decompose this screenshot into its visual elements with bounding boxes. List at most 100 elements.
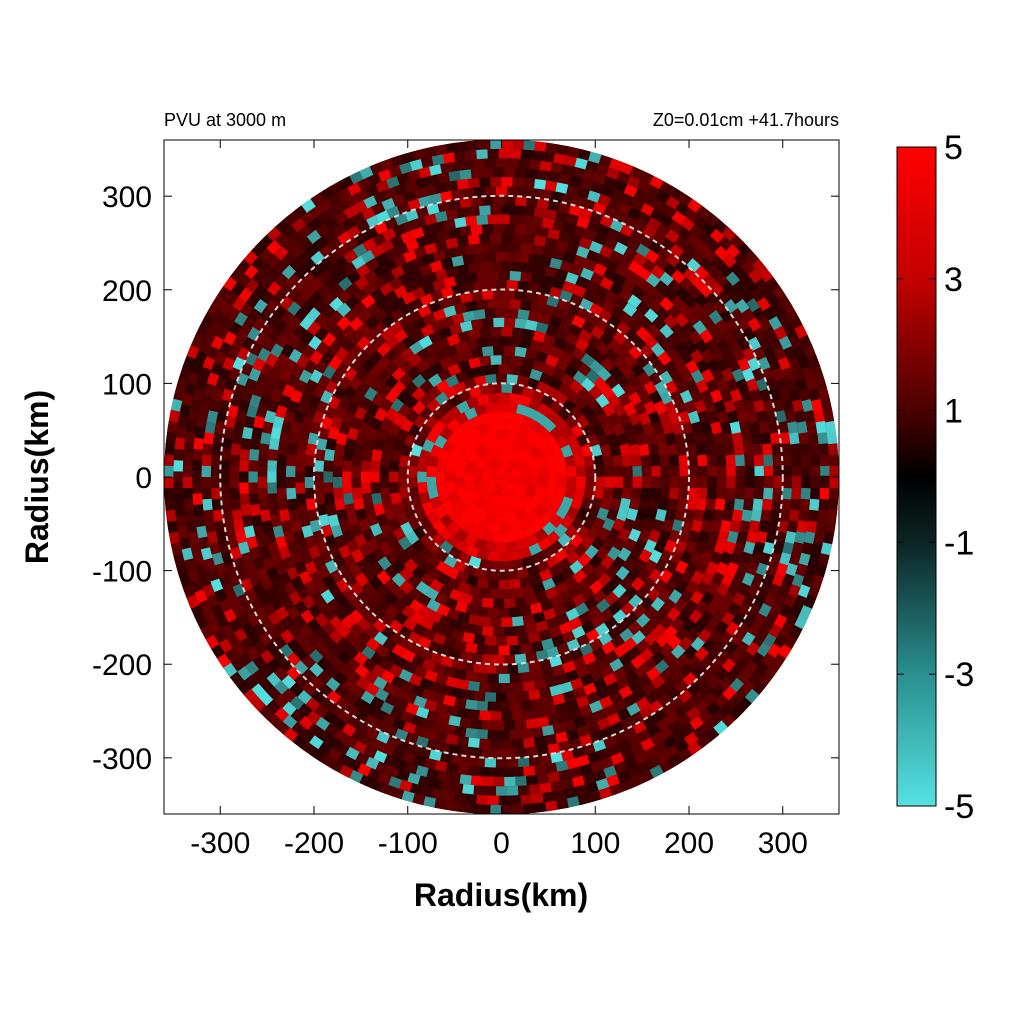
field-cell [344,438,357,452]
field-cell [554,454,567,468]
field-cell [448,715,462,727]
field-cell [309,570,324,586]
field-cell [562,341,577,356]
field-cell [501,485,511,496]
field-cell [407,309,422,324]
field-cell [540,546,556,560]
field-cell [651,465,661,477]
field-cell [731,367,745,382]
field-cell [346,427,359,441]
field-cell [473,691,487,702]
field-cell [747,602,762,618]
field-cell [462,755,476,767]
field-cell [545,324,560,338]
field-cell [411,654,427,668]
field-cell [554,210,569,223]
field-cell [201,477,212,490]
field-cell [763,464,774,477]
field-cell [565,388,581,404]
field-cell [437,572,452,587]
field-cell [355,751,371,766]
field-cell [479,710,492,721]
field-cell [503,289,516,300]
field-cell [814,375,827,391]
field-cell [538,427,553,442]
field-cell [297,437,309,451]
field-cell [604,703,619,717]
field-cell [533,503,548,518]
field-cell [454,341,468,354]
field-cell [524,348,538,360]
field-cell [386,765,401,779]
field-cell [788,431,800,445]
field-cell [522,501,537,516]
field-cell [555,612,571,626]
field-cell [266,399,280,414]
field-cell [603,764,619,778]
field-cell [183,443,194,457]
field-cell [534,350,549,364]
field-cell [643,538,658,554]
field-cell [192,388,205,403]
field-cell [568,379,584,394]
field-cell [248,394,262,409]
field-cell [528,476,540,489]
field-cell [508,451,522,464]
field-cell [705,378,719,393]
field-cell [521,555,536,568]
field-cell [424,587,440,601]
field-cell [592,516,606,531]
field-cell [497,148,510,159]
field-cell [791,453,802,467]
field-cell [527,310,541,322]
field-cell [504,720,517,731]
field-cell [334,443,346,457]
field-cell [268,503,280,518]
colorbar-gradient [896,146,937,807]
field-cell [633,400,647,416]
field-cell [361,411,375,427]
field-cell [476,577,490,589]
field-cell [231,432,243,446]
field-cell [209,361,224,377]
field-cell [389,482,400,495]
field-cell [392,598,408,614]
field-cell [473,567,487,579]
field-cell [409,673,424,687]
field-cell [604,476,614,489]
field-cell [560,515,575,530]
field-cell [579,267,594,281]
field-cell [543,265,558,278]
field-cell [376,427,389,442]
field-cell [710,420,722,435]
field-cell [374,719,390,734]
field-cell [445,762,460,774]
field-cell [419,156,434,169]
field-cell [715,560,730,576]
field-cell [283,410,296,425]
field-cell [544,454,557,468]
field-cell [818,551,831,567]
field-cell [628,165,644,180]
field-cell [473,634,487,645]
field-cell [542,607,557,621]
field-cell [622,556,637,572]
field-cell [196,525,208,540]
field-cell [501,494,513,506]
field-cell [435,337,451,351]
field-cell [470,652,484,664]
field-cell [810,486,821,500]
field-cell [419,533,434,549]
field-cell [801,365,815,381]
field-cell [569,766,584,779]
field-cell [631,454,642,467]
field-cell [478,261,491,272]
field-cell [788,551,802,566]
field-cell [470,747,484,758]
field-cell [486,148,499,159]
field-cell [436,603,451,617]
field-cell [187,410,199,424]
field-cell [522,234,536,245]
field-cell [479,804,492,814]
field-cell [396,739,412,753]
